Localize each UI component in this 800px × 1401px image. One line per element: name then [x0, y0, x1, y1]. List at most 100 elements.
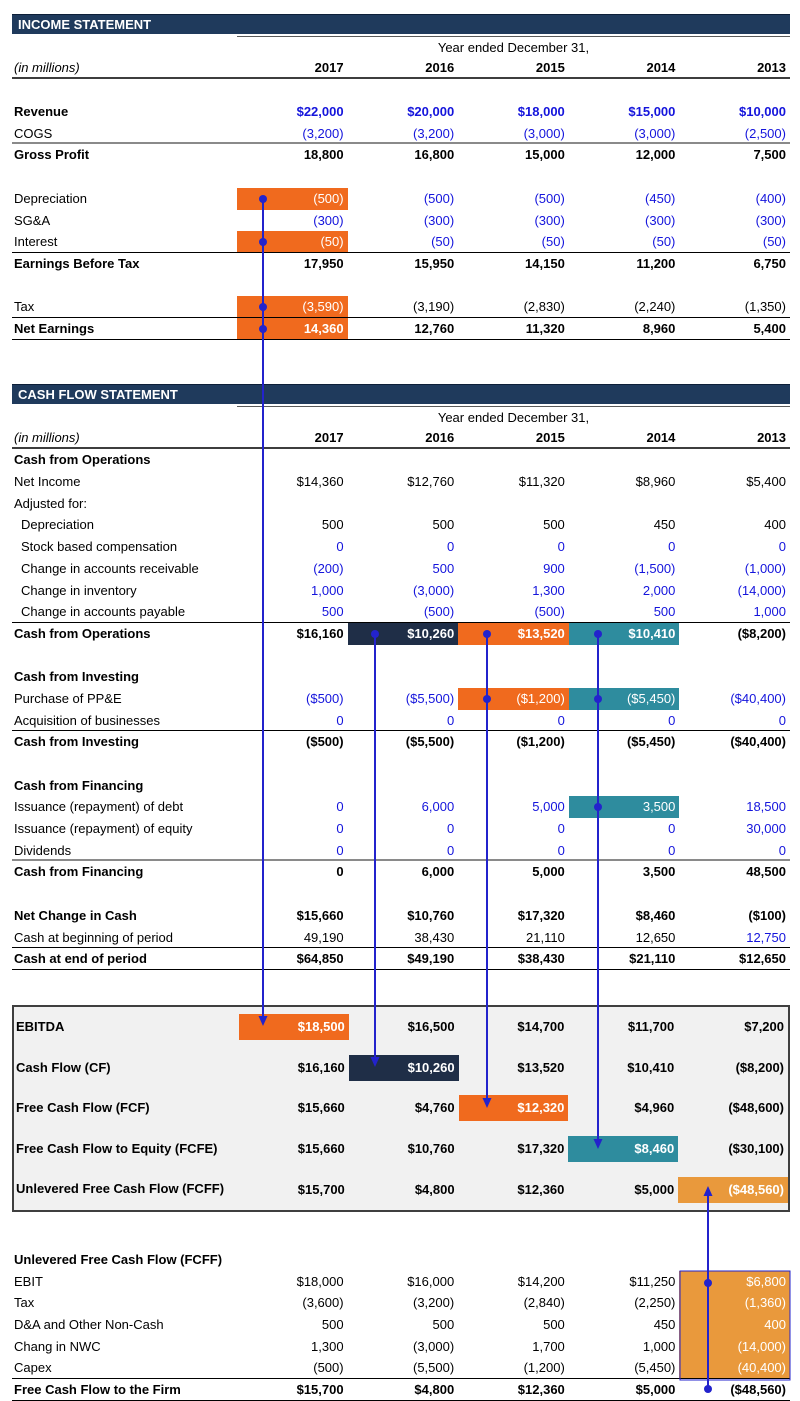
value-cell: (1,200): [458, 1357, 569, 1378]
value-cell: (50): [348, 231, 459, 252]
value: $10,410: [627, 1059, 675, 1075]
fcff-schedule: Unlevered Free Cash Flow (FCFF) EBIT $18,0…: [12, 1249, 790, 1401]
value: [348, 666, 459, 688]
value: [679, 645, 790, 667]
value-cell: [348, 449, 459, 471]
value: (3,200): [412, 125, 455, 141]
value: 18,500: [746, 799, 786, 815]
value-cell: $14,360: [237, 471, 348, 493]
year-column-header: 2015: [535, 59, 565, 75]
value: [237, 666, 348, 688]
table-row: Cash from Operations $16,160 $10,260 $13,52…: [12, 622, 790, 645]
value-cell: 0: [237, 536, 348, 558]
value-cell: 7,500: [679, 144, 790, 166]
value-cell: [679, 645, 790, 667]
value-cell: ($1,200): [458, 731, 569, 753]
value-cell: $16,160: [237, 623, 348, 645]
value: [348, 753, 459, 775]
value-cell: [679, 166, 790, 188]
value-cell: $12,360: [458, 1379, 569, 1400]
value-cell: (400): [679, 188, 790, 210]
value-cell: $12,360: [459, 1169, 569, 1210]
value: $14,200: [517, 1273, 565, 1289]
value-cell: [569, 79, 680, 101]
value: [679, 1249, 790, 1271]
value-cell: $10,000: [679, 101, 790, 123]
value: 5,000: [532, 799, 565, 815]
table-row: Cash from Operations: [12, 449, 790, 471]
value-cell: $6,800: [679, 1270, 790, 1293]
value-cell: $10,260: [347, 622, 459, 645]
table-row: COGS (3,200) (3,200) (3,000) (3,000) (2,500): [12, 123, 790, 145]
value: $64,850: [296, 951, 344, 967]
row-label: Chang in NWC: [14, 1338, 101, 1354]
value-cell: [237, 666, 348, 688]
value-cell: 1,300: [237, 1336, 348, 1358]
value-cell: $14,200: [458, 1271, 569, 1293]
value-cell: 0: [458, 840, 569, 860]
value-cell: 5,000: [458, 796, 569, 818]
row-label: Issuance (repayment) of equity: [14, 821, 193, 837]
value: (1,000): [744, 560, 786, 576]
value: $14,360: [296, 474, 344, 490]
value: ($8,200): [735, 1059, 784, 1075]
value-cell: (500): [348, 188, 459, 210]
row-label: EBIT: [14, 1273, 43, 1289]
table-row: Earnings Before Tax 17,950 15,950 14,150 11,…: [12, 253, 790, 275]
highlighted-value: $10,260: [347, 622, 459, 645]
row-label: Depreciation: [21, 517, 94, 533]
row-label: Net Income: [14, 474, 81, 490]
value: $11,250: [629, 1273, 676, 1289]
year-column-header: 2017: [314, 59, 344, 75]
value-cell: $17,320: [459, 1129, 569, 1170]
row-label: Net Earnings: [14, 320, 95, 336]
value-cell: (300): [348, 210, 459, 232]
year-column-header: 2015: [535, 429, 565, 445]
row-label: Change in inventory: [21, 582, 137, 598]
value: $15,660: [296, 907, 344, 923]
value-cell: $17,320: [458, 905, 569, 927]
value-cell: (3,600): [237, 1292, 348, 1314]
value: [569, 666, 680, 688]
table-row: Cash from Investing: [12, 666, 790, 688]
table-row: Tax (3,600) (3,200) (2,840) (2,250) (1,360): [12, 1292, 790, 1315]
value: 2,000: [642, 582, 676, 598]
value: $11,320: [518, 474, 565, 490]
value: $10,760: [407, 907, 455, 923]
value-cell: 900: [458, 558, 569, 580]
row-label: COGS: [14, 125, 53, 141]
value-cell: (450): [569, 188, 680, 210]
value-cell: [679, 449, 790, 471]
value-cell: 16,800: [348, 144, 459, 166]
value-cell: 0: [348, 536, 459, 558]
value: ($5,500): [405, 690, 455, 706]
value-cell: $16,000: [348, 1271, 459, 1293]
value: [237, 883, 348, 905]
value-cell: (500): [237, 1357, 348, 1378]
table-row: Adjusted for:: [12, 493, 790, 515]
value: 0: [336, 539, 344, 555]
value-cell: $38,430: [458, 948, 569, 969]
value-cell: 1,000: [569, 1336, 680, 1358]
year-header-row: (in millions) 2017 2016 2015 2014 2013: [12, 58, 790, 80]
value-cell: (2,830): [458, 296, 569, 317]
value: 5,000: [532, 864, 565, 880]
value: 1,000: [753, 604, 786, 620]
value: 6,750: [753, 255, 786, 271]
value: 1,000: [642, 1338, 676, 1354]
value: [569, 79, 680, 101]
table-row: Cash at end of period $64,850 $49,190 $38,4…: [12, 948, 790, 970]
value-cell: 0: [458, 710, 569, 731]
value: 15,000: [525, 147, 565, 163]
value: [348, 883, 459, 905]
value: (50): [652, 234, 676, 250]
value: [569, 645, 680, 667]
value: 8,960: [642, 320, 676, 336]
value-cell: $8,460: [569, 905, 680, 927]
value-cell: ($5,450): [568, 687, 680, 710]
income-statement-title-bar: INCOME STATEMENT: [12, 14, 790, 34]
period-subheader: Year ended December 31,: [237, 406, 790, 428]
year-column-header: 2013: [757, 59, 786, 75]
value-cell: 0: [679, 840, 790, 860]
value: 0: [668, 712, 676, 728]
